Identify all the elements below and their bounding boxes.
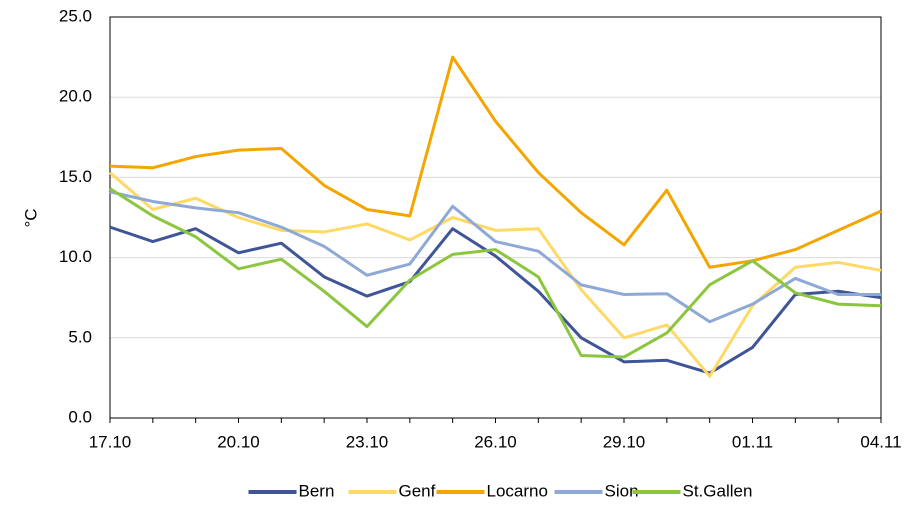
legend-label: St.Gallen	[683, 481, 753, 500]
y-axis-label: °C	[21, 208, 40, 227]
legend-label: Locarno	[487, 481, 548, 500]
x-tick-label: 04.11	[860, 432, 901, 451]
x-tick-label: 17.10	[89, 432, 132, 451]
x-tick-label: 20.10	[217, 432, 260, 451]
x-tick-label: 29.10	[603, 432, 646, 451]
y-tick-label: 5.0	[68, 327, 92, 346]
y-tick-label: 10.0	[59, 247, 92, 266]
series-line	[109, 187, 882, 359]
legend-label: Genf	[399, 481, 436, 500]
y-tick-label: 25.0	[59, 6, 92, 25]
x-tick-label: 23.10	[346, 432, 389, 451]
y-tick-label: 20.0	[59, 87, 92, 106]
series-line	[109, 55, 882, 269]
y-tick-label: 15.0	[59, 167, 92, 186]
y-tick-label: 0.0	[68, 407, 92, 426]
series-line	[109, 225, 882, 375]
legend-label: Sion	[605, 481, 639, 500]
x-tick-label: 01.11	[732, 432, 773, 451]
series-line	[109, 190, 881, 324]
series-line	[109, 171, 882, 378]
plot-frame	[109, 16, 882, 419]
legend-label: Bern	[299, 481, 335, 500]
x-tick-label: 26.10	[474, 432, 517, 451]
